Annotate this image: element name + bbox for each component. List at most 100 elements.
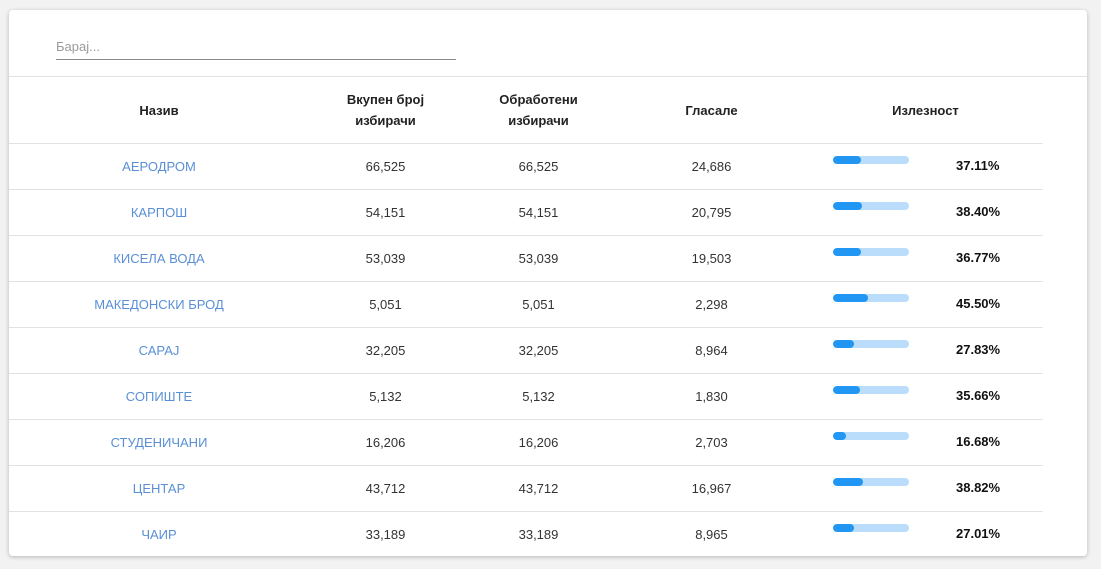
cell-turnout: 45.50% [808,281,1043,328]
header-voted[interactable]: Гласале [615,77,808,144]
cell-processed-voters: 66,525 [462,143,615,190]
turnout-bar-fill [833,202,863,210]
cell-name: ЦЕНТАР [9,465,309,512]
table-row: КИСЕЛА ВОДА 53,039 53,039 19,503 36.77% [9,235,1043,282]
cell-name: КИСЕЛА ВОДА [9,235,309,282]
turnout-bar [833,248,909,256]
municipality-link[interactable]: МАКЕДОНСКИ БРОД [94,297,224,312]
turnout-bar [833,478,909,486]
turnout-percent: 38.82% [956,480,1001,495]
municipality-link[interactable]: СТУДЕНИЧАНИ [110,435,208,450]
cell-total-voters: 5,132 [309,373,462,420]
table-row: ЧАИР 33,189 33,189 8,965 27.01% [9,511,1043,556]
header-total-voters-line1: Вкупен број [346,92,425,107]
divider [9,76,1087,77]
results-card: Назив Вкупен број избирачи Обработени из… [9,10,1087,556]
municipality-link[interactable]: СОПИШТЕ [125,389,193,404]
header-name[interactable]: Назив [9,77,309,144]
cell-voted: 24,686 [615,143,808,190]
cell-voted: 19,503 [615,235,808,282]
municipality-link[interactable]: КАРПОШ [130,205,188,220]
cell-total-voters: 54,151 [309,189,462,236]
cell-turnout: 35.66% [808,373,1043,420]
cell-total-voters: 66,525 [309,143,462,190]
header-total-voters[interactable]: Вкупен број избирачи [309,77,462,144]
turnout-percent: 38.40% [956,204,1001,219]
cell-turnout: 27.01% [808,511,1043,556]
results-table: Назив Вкупен број избирачи Обработени из… [9,77,1043,556]
table-row: СОПИШТЕ 5,132 5,132 1,830 35.66% [9,373,1043,420]
turnout-percent: 27.01% [956,526,1001,541]
cell-voted: 1,830 [615,373,808,420]
turnout-bar-fill [833,156,862,164]
turnout-bar-fill [833,294,868,302]
cell-turnout: 16.68% [808,419,1043,466]
header-total-voters-line2: избирачи [355,113,416,128]
cell-name: САРАЈ [9,327,309,374]
cell-voted: 2,703 [615,419,808,466]
municipality-link[interactable]: АЕРОДРОМ [122,159,196,174]
cell-processed-voters: 33,189 [462,511,615,556]
cell-voted: 20,795 [615,189,808,236]
header-processed-voters[interactable]: Обработени избирачи [462,77,615,144]
cell-total-voters: 53,039 [309,235,462,282]
table-row: СТУДЕНИЧАНИ 16,206 16,206 2,703 16.68% [9,419,1043,466]
table-row: ЦЕНТАР 43,712 43,712 16,967 38.82% [9,465,1043,512]
turnout-percent: 45.50% [956,296,1001,311]
turnout-bar-fill [833,340,855,348]
municipality-link[interactable]: ЦЕНТАР [132,481,186,496]
cell-turnout: 38.82% [808,465,1043,512]
cell-processed-voters: 54,151 [462,189,615,236]
cell-processed-voters: 53,039 [462,235,615,282]
turnout-bar [833,432,909,440]
table-row: КАРПОШ 54,151 54,151 20,795 38.40% [9,189,1043,236]
turnout-bar-fill [833,524,854,532]
cell-total-voters: 33,189 [309,511,462,556]
turnout-percent: 27.83% [956,342,1001,357]
search-input[interactable] [56,36,456,56]
cell-voted: 8,964 [615,327,808,374]
cell-name: АЕРОДРОМ [9,143,309,190]
cell-name: ЧАИР [9,511,309,556]
turnout-bar [833,294,909,302]
table-row: МАКЕДОНСКИ БРОД 5,051 5,051 2,298 45.50% [9,281,1043,328]
cell-name: СОПИШТЕ [9,373,309,420]
turnout-percent: 36.77% [956,250,1001,265]
cell-processed-voters: 16,206 [462,419,615,466]
turnout-percent: 35.66% [956,388,1001,403]
header-row: Назив Вкупен број избирачи Обработени из… [9,77,1043,144]
municipality-link[interactable]: САРАЈ [138,343,180,358]
turnout-bar-fill [833,432,846,440]
cell-total-voters: 43,712 [309,465,462,512]
turnout-bar-fill [833,478,863,486]
cell-voted: 2,298 [615,281,808,328]
turnout-bar [833,202,909,210]
cell-name: КАРПОШ [9,189,309,236]
cell-turnout: 37.11% [808,143,1043,190]
cell-name: СТУДЕНИЧАНИ [9,419,309,466]
cell-turnout: 27.83% [808,327,1043,374]
municipality-link[interactable]: ЧАИР [141,527,177,542]
turnout-bar [833,156,909,164]
table-row: АЕРОДРОМ 66,525 66,525 24,686 37.11% [9,143,1043,190]
cell-total-voters: 5,051 [309,281,462,328]
cell-name: МАКЕДОНСКИ БРОД [9,281,309,328]
municipality-link[interactable]: КИСЕЛА ВОДА [113,251,205,266]
table-body: АЕРОДРОМ 66,525 66,525 24,686 37.11% КАР… [9,143,1043,556]
header-voted-label: Гласале [685,102,738,118]
cell-turnout: 38.40% [808,189,1043,236]
header-processed-voters-line2: избирачи [508,113,569,128]
turnout-percent: 37.11% [956,158,1000,173]
cell-voted: 16,967 [615,465,808,512]
search-field[interactable] [56,36,456,60]
cell-processed-voters: 5,132 [462,373,615,420]
header-turnout[interactable]: Излезност [808,77,1043,144]
cell-processed-voters: 5,051 [462,281,615,328]
cell-voted: 8,965 [615,511,808,556]
cell-total-voters: 16,206 [309,419,462,466]
cell-processed-voters: 43,712 [462,465,615,512]
turnout-bar [833,340,909,348]
table-header: Назив Вкупен број избирачи Обработени из… [9,77,1043,144]
cell-turnout: 36.77% [808,235,1043,282]
turnout-bar-fill [833,386,861,394]
